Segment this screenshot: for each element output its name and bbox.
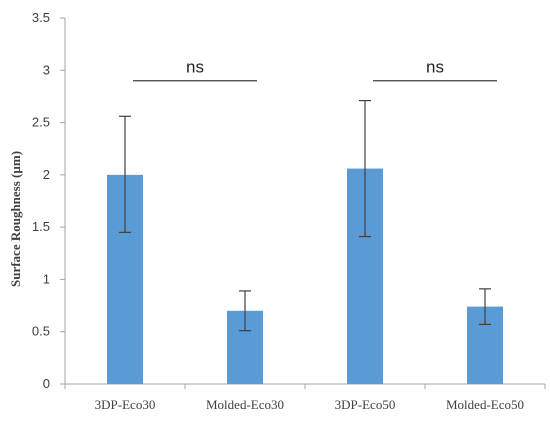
y-tick-label: 3.5	[32, 10, 50, 25]
x-category-label: Molded-Eco50	[446, 397, 524, 412]
x-category-label: 3DP-Eco50	[335, 397, 396, 412]
y-tick-label: 0.5	[32, 324, 50, 339]
y-tick-label: 1.5	[32, 219, 50, 234]
significance-label: ns	[426, 58, 444, 77]
y-tick-label: 2.5	[32, 115, 50, 130]
y-tick-label: 0	[43, 376, 50, 391]
y-axis-title: Surface Roughness (µm)	[8, 151, 23, 287]
x-category-label: Molded-Eco30	[206, 397, 284, 412]
x-category-label: 3DP-Eco30	[95, 397, 156, 412]
y-tick-label: 1	[43, 271, 50, 286]
plot-area: 0 0.5 1 1.5 2 2.5 3 3.5 3DP-Eco30 Molded-Eco30 3DP…	[32, 10, 546, 412]
y-tick-label: 3	[43, 62, 50, 77]
significance-label: ns	[186, 58, 204, 77]
y-tick-label: 2	[43, 167, 50, 182]
